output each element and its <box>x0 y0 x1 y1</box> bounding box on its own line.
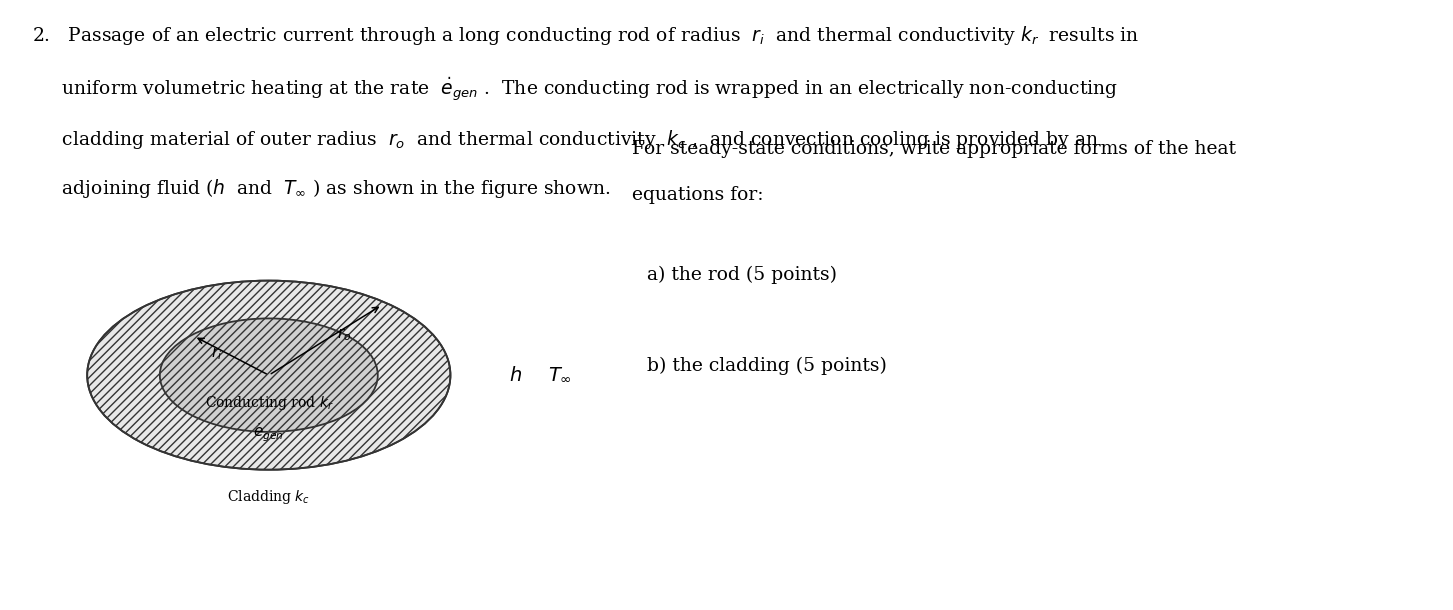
Text: a) the rod (5 points): a) the rod (5 points) <box>647 265 837 284</box>
Ellipse shape <box>160 318 378 432</box>
Text: $\dot{e}_{gen}$: $\dot{e}_{gen}$ <box>253 422 285 444</box>
Ellipse shape <box>160 318 378 432</box>
Text: For steady-state conditions, write appropriate forms of the heat: For steady-state conditions, write appro… <box>632 140 1237 159</box>
Text: adjoining fluid ($h$  and  $T_\infty$ ) as shown in the figure shown.: adjoining fluid ($h$ and $T_\infty$ ) as… <box>32 177 610 200</box>
Ellipse shape <box>87 281 450 470</box>
Text: $h$: $h$ <box>510 365 522 385</box>
Text: uniform volumetric heating at the rate  $\dot{e}_{gen}$ .  The conducting rod is: uniform volumetric heating at the rate $… <box>32 76 1117 104</box>
Text: Cladding $k_c$: Cladding $k_c$ <box>227 488 311 506</box>
Text: $T_{\infty}$: $T_{\infty}$ <box>548 366 571 384</box>
Text: 2.   Passage of an electric current through a long conducting rod of radius  $r_: 2. Passage of an electric current throug… <box>32 24 1139 48</box>
Text: cladding material of outer radius  $r_o$  and thermal conductivity  $k_c$ ,  and: cladding material of outer radius $r_o$ … <box>32 128 1098 151</box>
Text: $r_o$: $r_o$ <box>337 326 352 343</box>
Text: b) the cladding (5 points): b) the cladding (5 points) <box>647 357 886 375</box>
Text: Conducting rod $k_r$: Conducting rod $k_r$ <box>205 393 333 412</box>
Text: $r_i$: $r_i$ <box>211 346 222 362</box>
Text: equations for:: equations for: <box>632 186 764 204</box>
